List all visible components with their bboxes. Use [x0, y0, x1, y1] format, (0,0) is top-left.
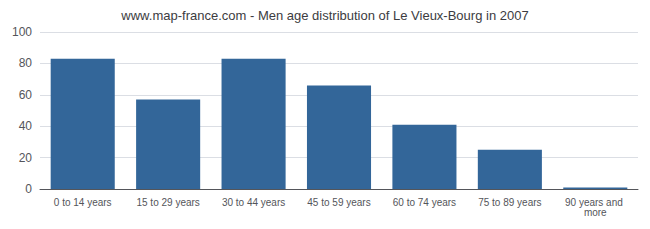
svg-text:60 to 74 years: 60 to 74 years: [393, 197, 456, 208]
svg-text:20: 20: [19, 151, 33, 165]
svg-text:45 to 59 years: 45 to 59 years: [307, 197, 370, 208]
svg-text:15 to 29 years: 15 to 29 years: [136, 197, 199, 208]
svg-text:100: 100: [12, 25, 32, 39]
svg-text:0 to 14 years: 0 to 14 years: [54, 197, 112, 208]
svg-text:60: 60: [19, 88, 33, 102]
svg-text:0: 0: [25, 182, 32, 196]
svg-text:www.map-france.com - Men age d: www.map-france.com - Men age distributio…: [120, 8, 528, 23]
svg-text:80: 80: [19, 56, 33, 70]
svg-text:30 to 44 years: 30 to 44 years: [222, 197, 285, 208]
svg-text:90 years and: 90 years and: [565, 196, 626, 208]
svg-text:40: 40: [19, 119, 33, 133]
svg-text:75 to 89 years: 75 to 89 years: [478, 197, 541, 208]
svg-text:more: more: [584, 207, 607, 218]
